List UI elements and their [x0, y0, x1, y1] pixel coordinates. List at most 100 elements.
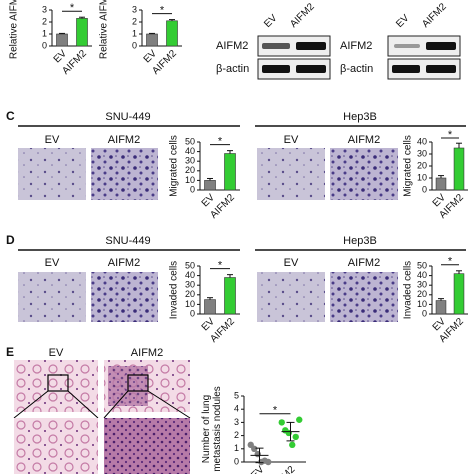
zoom-line — [13, 390, 49, 419]
band — [296, 42, 326, 50]
y-tick-label: 3 — [132, 4, 137, 14]
y-tick-label: 20 — [185, 165, 195, 175]
dot — [278, 419, 285, 426]
blot: EV AIFM2 AIFM2 β-actin — [216, 1, 331, 80]
y-tick-label: 2 — [42, 16, 47, 26]
y-tick-label: 50 — [185, 136, 195, 146]
y-tick-label: 20 — [185, 289, 195, 299]
y-tick-label: 1 — [132, 28, 137, 38]
band — [262, 65, 290, 73]
y-tick-label: 10 — [185, 175, 195, 185]
blot-frame — [257, 35, 331, 57]
column-label: EV — [49, 347, 64, 359]
micrograph — [330, 272, 398, 322]
y-axis-label: Migrated cells — [169, 135, 180, 197]
y-tick-label: 2 — [234, 430, 239, 440]
y-tick-label: 30 — [417, 280, 427, 290]
y-tick-label: 0 — [422, 308, 427, 318]
blot-row: β-actin — [340, 63, 373, 75]
x-tick-label: AIFM2 — [269, 464, 298, 474]
blot-column: EV — [394, 13, 411, 30]
blot-row: AIFM2 — [340, 40, 372, 52]
y-axis-label: Relative AIFM — [99, 0, 110, 59]
panel-heading: SNU-449 — [105, 235, 150, 247]
dot — [265, 458, 272, 466]
column-label: EV — [284, 257, 299, 269]
y-tick-label: 0 — [190, 308, 195, 318]
column-label: AIFM2 — [131, 347, 163, 359]
band — [296, 65, 326, 73]
y-tick-label: 50 — [185, 260, 195, 270]
significance: * — [448, 129, 453, 141]
bar — [76, 18, 88, 47]
y-tick-label: 0 — [190, 184, 195, 194]
zoom-line — [147, 390, 191, 419]
y-tick-label: 30 — [185, 280, 195, 290]
y-tick-label: 40 — [417, 270, 427, 280]
y-tick-label: 1 — [234, 443, 239, 453]
bar — [204, 299, 216, 315]
y-tick-label: 20 — [417, 160, 427, 170]
y-tick-label: 0 — [422, 184, 427, 194]
bar — [224, 277, 236, 315]
blot-column: EV — [262, 13, 279, 30]
significance: * — [160, 5, 165, 17]
y-axis-label: Migrated cells — [403, 135, 414, 197]
y-axis-label: Invaded cells — [169, 261, 180, 319]
y-tick-label: 2 — [132, 16, 137, 26]
micrograph — [91, 272, 158, 322]
micrograph — [18, 272, 86, 322]
band — [394, 44, 420, 48]
zoom-line — [67, 390, 99, 419]
micrograph — [257, 272, 325, 322]
y-tick-label: 3 — [42, 4, 47, 14]
y-axis-label: metastasis nodules — [212, 386, 223, 472]
y-tick-label: 10 — [417, 172, 427, 182]
significance: * — [448, 256, 453, 268]
column-label: AIFM2 — [348, 257, 380, 269]
bar — [224, 153, 236, 191]
y-tick-label: 0 — [42, 40, 47, 50]
band — [262, 43, 290, 49]
column-label: AIFM2 — [108, 257, 140, 269]
panel-heading: Hep3B — [343, 235, 377, 247]
bar — [146, 33, 158, 47]
blot-frame — [387, 35, 461, 57]
significance: * — [218, 136, 223, 148]
blot-column: AIFM2 — [420, 1, 449, 30]
y-tick-label: 40 — [417, 136, 427, 146]
y-tick-label: 0 — [132, 40, 137, 50]
zoom-box — [47, 374, 69, 392]
panel-letter: D — [6, 233, 15, 247]
histology — [14, 418, 98, 474]
micrograph — [91, 148, 158, 200]
dot — [251, 445, 258, 452]
dot — [296, 416, 303, 423]
column-label: AIFM2 — [348, 134, 380, 146]
band — [426, 65, 456, 73]
band — [392, 65, 420, 73]
panel-letter: E — [6, 345, 14, 359]
y-tick-label: 0 — [234, 456, 239, 466]
blot: EV AIFM2 AIFM2 β-actin — [340, 1, 461, 80]
band — [426, 42, 456, 50]
blot-row: β-actin — [216, 63, 249, 75]
dot — [289, 441, 296, 449]
column-label: AIFM2 — [108, 134, 140, 146]
bar — [56, 33, 68, 47]
panel-letter: C — [6, 109, 15, 123]
y-tick-label: 30 — [417, 148, 427, 158]
y-tick-label: 10 — [185, 299, 195, 309]
micrograph — [257, 148, 325, 200]
y-tick-label: 30 — [185, 156, 195, 166]
blot-row: AIFM2 — [216, 40, 248, 52]
blot-column: AIFM2 — [288, 1, 317, 30]
bar — [435, 300, 447, 315]
y-tick-label: 40 — [185, 270, 195, 280]
dot — [292, 433, 299, 441]
y-tick-label: 5 — [234, 390, 239, 400]
column-label: EV — [45, 257, 60, 269]
histology — [14, 360, 98, 412]
bar — [435, 177, 447, 191]
